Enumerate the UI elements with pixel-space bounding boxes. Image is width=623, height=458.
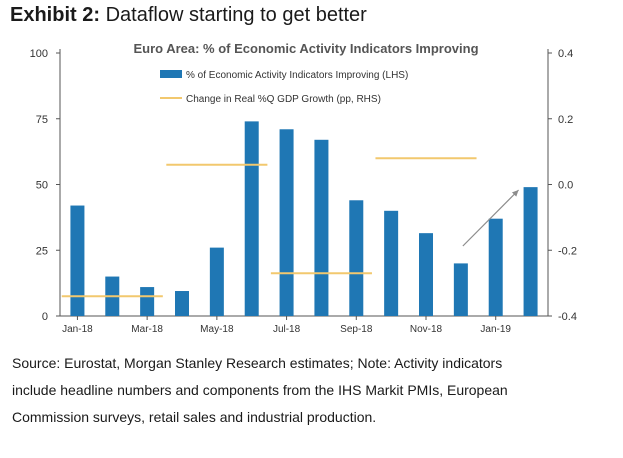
source-line-3: Commission surveys, retail sales and ind… (12, 409, 377, 425)
left-tick-label: 75 (36, 114, 48, 126)
bar-sep-18 (349, 200, 364, 316)
right-tick-label: -0.4 (558, 311, 577, 323)
legend-bar-swatch (160, 70, 182, 78)
left-tick-label: 25 (36, 245, 48, 257)
x-tick-label: Jan-19 (480, 324, 511, 335)
source-line-1: Source: Eurostat, Morgan Stanley Researc… (12, 355, 503, 371)
bar-jun-18 (244, 121, 259, 316)
x-tick-label: Sep-18 (340, 324, 373, 335)
chart: Euro Area: % of Economic Activity Indica… (30, 41, 577, 335)
exhibit-separator: : (93, 4, 101, 26)
bar-nov-18 (419, 233, 433, 316)
chart-title: Euro Area: % of Economic Activity Indica… (133, 41, 478, 56)
legend-bar-label: % of Economic Activity Indicators Improv… (186, 70, 408, 81)
source-line-2: include headline numbers and components … (12, 382, 508, 398)
x-tick-label: May-18 (200, 324, 234, 335)
bar-apr-18 (175, 291, 189, 316)
x-tick-label: Jul-18 (273, 324, 301, 335)
right-tick-label: 0.4 (558, 48, 573, 60)
bar-jul-18 (279, 129, 294, 316)
bar-jan-19 (488, 218, 503, 316)
bar-dec-18 (453, 263, 468, 316)
left-tick-label: 0 (42, 311, 48, 323)
x-tick-label: Nov-18 (410, 324, 443, 335)
bar-mar-18 (140, 287, 155, 316)
trend-arrow-shaft (462, 189, 519, 247)
source-note: Source: Eurostat, Morgan Stanley Researc… (12, 350, 612, 431)
exhibit-text: Dataflow starting to get better (105, 4, 367, 26)
exhibit-label: Exhibit 2 (10, 4, 94, 26)
x-tick-label: Mar-18 (131, 324, 163, 335)
right-tick-label: 0.0 (558, 180, 573, 192)
exhibit-title: Exhibit 2: Dataflow starting to get bett… (10, 4, 367, 27)
left-tick-label: 50 (36, 180, 48, 192)
bar-may-18 (209, 247, 224, 316)
x-tick-label: Jan-18 (62, 324, 93, 335)
legend-line-label: Change in Real %Q GDP Growth (pp, RHS) (186, 94, 381, 105)
trend-arrow-head (511, 190, 519, 197)
right-tick-label: -0.2 (558, 245, 577, 257)
bar-jan-18 (70, 205, 85, 316)
bar-aug-18 (314, 139, 329, 316)
left-tick-label: 100 (30, 48, 48, 60)
bar-oct-18 (384, 210, 399, 316)
right-tick-label: 0.2 (558, 114, 573, 126)
bar-feb-19 (523, 187, 538, 316)
